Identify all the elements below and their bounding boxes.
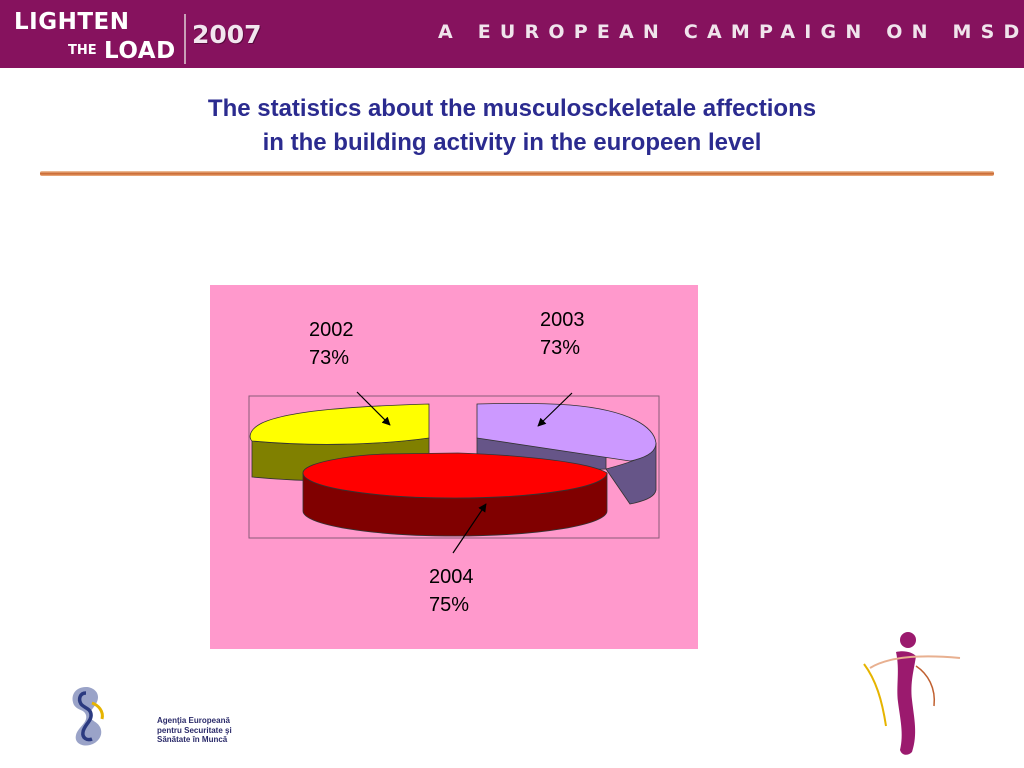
pie-slice-2004 — [302, 452, 608, 537]
agency-name-line-1: Agenţia Europeană — [157, 716, 230, 725]
agency-logo-icon — [72, 687, 104, 746]
data-label-2003-year: 2003 — [540, 309, 585, 331]
leader-arrow-2004 — [452, 503, 487, 554]
title-line-2: in the building activity in the europeen… — [262, 129, 762, 156]
agency-name-line-2: pentru Securitate şi — [157, 725, 232, 735]
campaign-title: A EUROPEAN CAMPAIGN ON MSDs — [438, 21, 1024, 43]
logo-year: 2007 — [192, 20, 262, 49]
logo-text-load: LOAD — [104, 38, 176, 64]
logo-text-the: THE — [68, 43, 97, 58]
title-divider — [40, 171, 994, 176]
logo-divider — [184, 14, 186, 64]
leader-arrow-2003 — [537, 392, 573, 427]
title-line-1: The statistics about the musculosckeleta… — [207, 95, 817, 122]
header-banner: LIGHTEN THE LOAD 2007 A EUROPEAN CAMPAIG… — [0, 0, 1024, 68]
logo-text-lighten: LIGHTEN — [14, 9, 130, 35]
agency-name-line-3: Sănătate în Muncă — [157, 735, 228, 744]
data-label-2002-year: 2002 — [309, 319, 354, 341]
data-label-2002-value: 73% — [309, 347, 350, 369]
plot-area-frame — [248, 395, 660, 539]
leader-arrow-2002 — [356, 391, 391, 426]
pie-chart-svg — [248, 391, 660, 554]
data-label-2004-year: 2004 — [429, 566, 474, 588]
page-title: The statistics about the musculosckeleta… — [0, 92, 1024, 160]
data-label-2003-value: 73% — [540, 337, 581, 359]
data-label-2004: 2004 75% — [429, 563, 474, 619]
campaign-figure-logo-icon — [863, 632, 961, 755]
data-label-2002: 2002 73% — [309, 316, 354, 372]
data-label-2003: 2003 73% — [540, 306, 585, 362]
data-label-2004-value: 75% — [429, 594, 470, 616]
pie-chart: 2002 73% 2003 73% 2004 75% — [210, 285, 698, 649]
agency-name: Agenţia Europeană pentru Securitate şi S… — [157, 716, 232, 745]
